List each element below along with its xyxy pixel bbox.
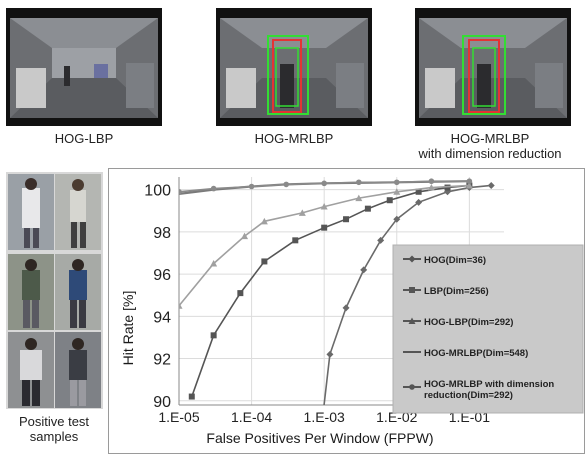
y-tick-label: 92 bbox=[153, 352, 171, 369]
legend-box bbox=[392, 244, 584, 414]
frame-caption-line2: with dimension reduction bbox=[418, 146, 562, 161]
samples-caption-line2: samples bbox=[29, 429, 79, 444]
series-point-1 bbox=[364, 205, 371, 212]
frame-caption-hog-mrlbp: HOG-MRLBP bbox=[254, 131, 334, 146]
frame-hog-mrlbp-image bbox=[216, 8, 372, 126]
sample-image bbox=[8, 174, 54, 250]
series-point-2 bbox=[241, 232, 249, 240]
legend-label: HOG-MRLBP with dimension bbox=[424, 379, 554, 390]
series-point-1 bbox=[292, 237, 299, 244]
series-point-0 bbox=[326, 350, 334, 358]
series-point-4 bbox=[248, 183, 255, 190]
y-tick-label: 90 bbox=[153, 394, 171, 411]
series-line-2 bbox=[179, 184, 470, 307]
legend-label: HOG-LBP(Dim=292) bbox=[424, 317, 513, 328]
legend-label: reduction(Dim=292) bbox=[424, 390, 513, 401]
series-point-2 bbox=[260, 217, 268, 225]
series-line-0 bbox=[323, 184, 492, 405]
series-point-1 bbox=[321, 224, 328, 231]
series-point-2 bbox=[298, 209, 306, 216]
x-tick-label: 1.E-05 bbox=[158, 409, 199, 425]
series-point-0 bbox=[444, 188, 452, 196]
series-point-2 bbox=[179, 302, 183, 309]
series-point-0 bbox=[487, 181, 495, 189]
series-point-1 bbox=[415, 188, 422, 195]
series-point-2 bbox=[465, 181, 473, 189]
y-axis-label-text: Hit Rate [%] bbox=[120, 290, 136, 366]
legend-label: LBP(Dim=256) bbox=[424, 286, 489, 297]
legend-label: HOG(Dim=36) bbox=[424, 255, 486, 266]
series-point-4 bbox=[356, 179, 362, 186]
legend-swatch-marker bbox=[409, 384, 415, 390]
series-point-4 bbox=[179, 188, 182, 195]
y-tick-label: 94 bbox=[153, 309, 171, 326]
series-point-0 bbox=[415, 198, 423, 206]
series-point-0 bbox=[342, 304, 350, 312]
y-tick-label: 98 bbox=[153, 225, 171, 242]
legend-swatch-marker bbox=[408, 255, 416, 263]
series-point-1 bbox=[188, 393, 195, 400]
y-tick-label: 100 bbox=[144, 183, 171, 200]
frame-caption-hog-lbp: HOG-LBP bbox=[54, 131, 114, 146]
series-point-4 bbox=[428, 178, 435, 185]
chart-frame: 90 92 94 96 98 100 1.E-05 1.E-04 1.E-03 1.E-02 1.E… bbox=[108, 168, 585, 454]
legend-label: HOG-MRLBP(Dim=548) bbox=[424, 348, 528, 359]
frame-caption-line1: HOG-MRLBP bbox=[450, 131, 530, 146]
y-tick-label: 96 bbox=[153, 267, 171, 284]
series-point-2 bbox=[427, 184, 435, 191]
series-line-1 bbox=[191, 184, 470, 397]
samples-caption: Positive test samples bbox=[0, 414, 108, 444]
frame-hog-lbp-image bbox=[6, 8, 162, 126]
legend-swatch-marker bbox=[409, 287, 415, 293]
series-point-4 bbox=[283, 181, 290, 188]
series-point-1 bbox=[444, 184, 451, 191]
positive-samples-panel bbox=[6, 172, 103, 409]
series-point-4 bbox=[210, 185, 217, 192]
sample-image bbox=[8, 332, 54, 408]
frame-hog-lbp bbox=[6, 8, 162, 126]
series-point-4 bbox=[321, 180, 327, 187]
sample-image bbox=[8, 254, 54, 330]
series-point-0 bbox=[360, 266, 368, 274]
series-point-1 bbox=[210, 332, 217, 339]
series-point-2 bbox=[355, 194, 363, 202]
x-tick-label: 1.E-03 bbox=[304, 409, 345, 425]
series-point-0 bbox=[393, 215, 401, 223]
frame-hog-mrlbp bbox=[216, 8, 372, 126]
frame-caption-hog-mrlbp-dr: HOG-MRLBP with dimension reduction bbox=[395, 131, 585, 161]
series-point-2 bbox=[210, 260, 218, 267]
series-point-2 bbox=[320, 203, 328, 210]
series-point-2 bbox=[393, 188, 401, 195]
series-point-1 bbox=[386, 197, 393, 204]
samples-caption-line1: Positive test bbox=[18, 414, 90, 429]
frame-hog-mrlbp-dr bbox=[415, 8, 571, 126]
series-point-4 bbox=[466, 178, 473, 185]
series-point-1 bbox=[237, 290, 244, 297]
frame-hog-mrlbp-dr-image bbox=[415, 8, 571, 126]
sample-image bbox=[55, 332, 101, 408]
series-point-4 bbox=[393, 179, 400, 186]
x-axis-label: False Positives Per Window (FPPW) bbox=[206, 430, 434, 446]
x-tick-label: 1.E-04 bbox=[231, 409, 272, 425]
series-point-0 bbox=[377, 236, 385, 244]
series-point-1 bbox=[343, 216, 350, 223]
legend-swatch-marker bbox=[408, 317, 416, 324]
series-point-1 bbox=[261, 258, 268, 265]
sample-image bbox=[55, 174, 101, 250]
sample-image bbox=[55, 254, 101, 330]
y-axis-label: Hit Rate [%] bbox=[118, 291, 138, 366]
